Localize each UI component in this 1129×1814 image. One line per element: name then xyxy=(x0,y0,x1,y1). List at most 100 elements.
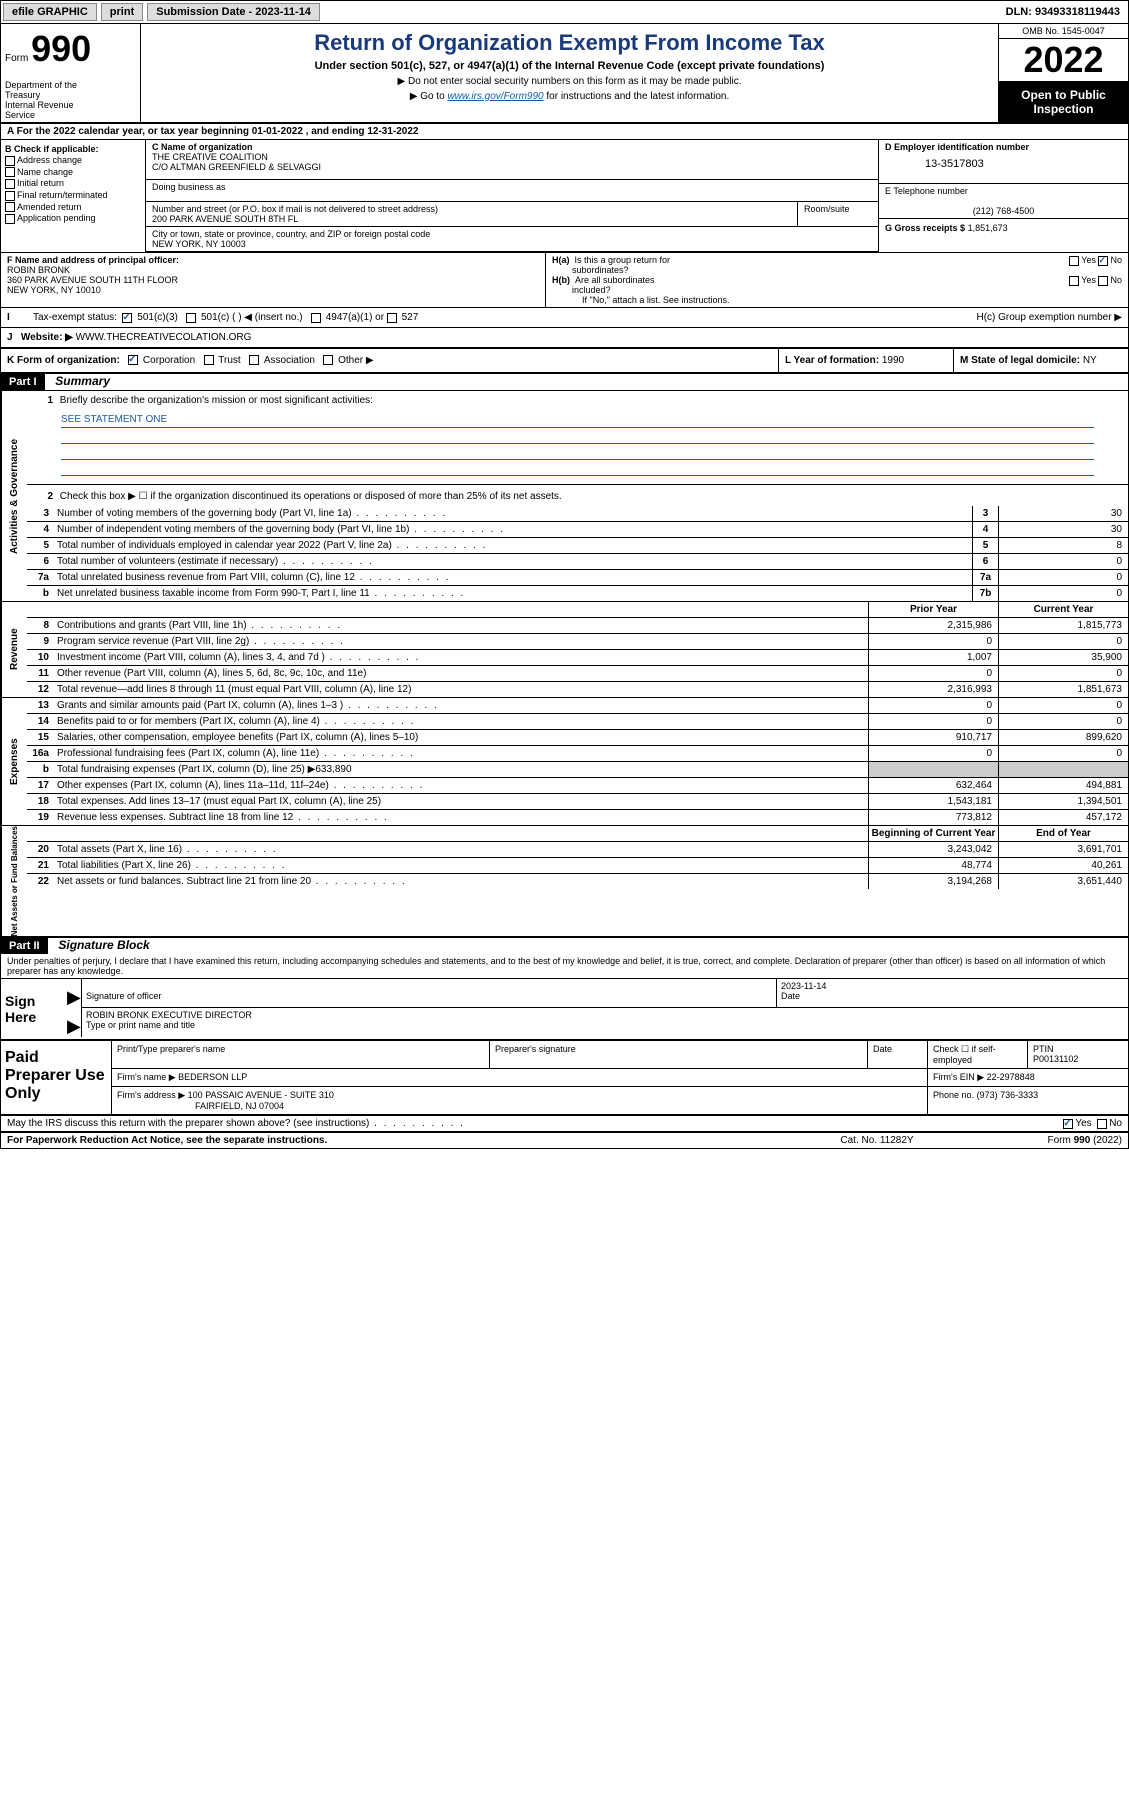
print-button[interactable]: print xyxy=(101,3,143,21)
officer-addr2: NEW YORK, NY 10010 xyxy=(7,285,101,295)
chk-final-return[interactable] xyxy=(5,191,15,201)
chk-initial-return[interactable] xyxy=(5,179,15,189)
footer-catno: Cat. No. 11282Y xyxy=(802,1135,952,1146)
chk-trust[interactable] xyxy=(204,355,214,365)
part1-title: Summary xyxy=(47,374,110,388)
sec-l-label: L Year of formation: xyxy=(785,355,879,366)
form-note2: ▶ Go to www.irs.gov/Form990 for instruct… xyxy=(151,91,988,102)
footer-form: Form 990 (2022) xyxy=(952,1135,1122,1146)
l7a-val: 0 xyxy=(998,570,1128,585)
revenue-section: Revenue Prior YearCurrent Year 8Contribu… xyxy=(1,602,1128,698)
chk-amended[interactable] xyxy=(5,202,15,212)
dba-label: Doing business as xyxy=(152,182,226,192)
l2-text: Check this box ▶ ☐ if the organization d… xyxy=(60,491,562,502)
firm-phone: (973) 736-3333 xyxy=(977,1090,1039,1100)
side-rev: Revenue xyxy=(1,602,27,697)
l4-val: 30 xyxy=(998,522,1128,537)
officer-name: ROBIN BRONK xyxy=(7,265,70,275)
self-emp-check[interactable]: Check ☐ if self-employed xyxy=(928,1041,1028,1068)
ein-val: 13-3517803 xyxy=(885,152,1122,170)
addr-label: Number and street (or P.O. box if mail i… xyxy=(152,204,438,214)
officer-sig-name: ROBIN BRONK EXECUTIVE DIRECTOR xyxy=(86,1010,252,1020)
activities-governance-section: Activities & Governance 1 Briefly descri… xyxy=(1,391,1128,602)
mission-val: SEE STATEMENT ONE xyxy=(61,414,1094,428)
part2-label: Part II xyxy=(1,938,48,954)
hdr-curr: Current Year xyxy=(998,602,1128,617)
arrow-icon: ▶ xyxy=(67,1008,81,1037)
side-na: Net Assets or Fund Balances xyxy=(1,826,27,936)
sec-d-label: D Employer identification number xyxy=(885,142,1029,152)
officer-addr1: 360 PARK AVENUE SOUTH 11TH FLOOR xyxy=(7,275,178,285)
sec-m-label: M State of legal domicile: xyxy=(960,355,1080,366)
h-b-yes[interactable] xyxy=(1069,276,1079,286)
arrow-icon: ▶ xyxy=(67,979,81,1008)
side-exp: Expenses xyxy=(1,698,27,825)
chk-app-pending[interactable] xyxy=(5,214,15,224)
domicile-val: NY xyxy=(1083,355,1097,366)
chk-assoc[interactable] xyxy=(249,355,259,365)
chk-527[interactable] xyxy=(387,313,397,323)
info-grid: B Check if applicable: Address change Na… xyxy=(1,140,1128,253)
sec-f-label: F Name and address of principal officer: xyxy=(7,255,179,265)
sign-here-block: Sign Here ▶ Signature of officer 2023-11… xyxy=(1,979,1128,1041)
firm-city: FAIRFIELD, NJ 07004 xyxy=(117,1101,284,1111)
h-a-yes[interactable] xyxy=(1069,256,1079,266)
ptin-val: P00131102 xyxy=(1033,1054,1078,1064)
sign-here-label: Sign Here xyxy=(1,979,67,1039)
top-bar: efile GRAPHIC print Submission Date - 20… xyxy=(1,1,1128,24)
l7b-val: 0 xyxy=(998,586,1128,601)
l5-val: 8 xyxy=(998,538,1128,553)
form-subtitle: Under section 501(c), 527, or 4947(a)(1)… xyxy=(151,60,988,72)
h-c-label: H(c) Group exemption number ▶ xyxy=(976,312,1122,323)
l4-text: Number of independent voting members of … xyxy=(53,522,972,537)
sec-b-label: B Check if applicable: xyxy=(5,144,141,154)
dln-label: DLN: 93493318119443 xyxy=(1006,6,1126,18)
addr-val: 200 PARK AVENUE SOUTH 8TH FL xyxy=(152,214,298,224)
footer-notice: For Paperwork Reduction Act Notice, see … xyxy=(7,1135,802,1146)
form-number: 990 xyxy=(31,28,91,69)
chk-4947[interactable] xyxy=(311,313,321,323)
open-public: Open to Public Inspection xyxy=(999,82,1128,122)
city-val: NEW YORK, NY 10003 xyxy=(152,239,246,249)
part2-title: Signature Block xyxy=(50,938,149,952)
l7b-text: Net unrelated business taxable income fr… xyxy=(53,586,972,601)
chk-other[interactable] xyxy=(323,355,333,365)
form-header: Form 990 Department of theTreasuryIntern… xyxy=(1,24,1128,124)
l1-text: Briefly describe the organization's miss… xyxy=(60,395,373,406)
paid-prep-label: Paid Preparer Use Only xyxy=(1,1041,111,1114)
l3-val: 30 xyxy=(998,506,1128,521)
form-prefix: Form xyxy=(5,53,28,64)
sig-declaration: Under penalties of perjury, I declare th… xyxy=(1,954,1128,979)
chk-501c3[interactable] xyxy=(122,313,132,323)
h-b-note: If "No," attach a list. See instructions… xyxy=(552,295,1122,305)
irs-link[interactable]: www.irs.gov/Form990 xyxy=(447,91,543,102)
sec-i-label: Tax-exempt status: xyxy=(33,312,117,323)
chk-501c[interactable] xyxy=(186,313,196,323)
firm-ein: 22-2978848 xyxy=(987,1072,1035,1082)
l5-text: Total number of individuals employed in … xyxy=(53,538,972,553)
sec-j-label: Website: ▶ xyxy=(21,332,73,343)
h-b-no[interactable] xyxy=(1098,276,1108,286)
omb-number: OMB No. 1545-0047 xyxy=(999,24,1128,39)
tax-year: 2022 xyxy=(999,39,1128,82)
sec-k-label: K Form of organization: xyxy=(7,355,120,366)
firm-name: BEDERSON LLP xyxy=(178,1072,247,1082)
sec-e-label: E Telephone number xyxy=(885,186,968,196)
net-assets-section: Net Assets or Fund Balances Beginning of… xyxy=(1,826,1128,938)
row-f-h: F Name and address of principal officer:… xyxy=(1,253,1128,308)
tel-val: (212) 768-4500 xyxy=(885,206,1122,216)
h-b-label: H(b) Are all subordinates included? xyxy=(552,275,655,295)
chk-name-change[interactable] xyxy=(5,167,15,177)
side-ag: Activities & Governance xyxy=(1,391,27,601)
website-val: WWW.THECREATIVECOLATION.ORG xyxy=(76,332,252,343)
discuss-yes[interactable] xyxy=(1063,1119,1073,1129)
l7a-text: Total unrelated business revenue from Pa… xyxy=(53,570,972,585)
discuss-no[interactable] xyxy=(1097,1119,1107,1129)
chk-corp[interactable] xyxy=(128,355,138,365)
sec-g-label: G Gross receipts $ xyxy=(885,223,965,233)
expenses-section: Expenses 13Grants and similar amounts pa… xyxy=(1,698,1128,826)
efile-label: efile GRAPHIC xyxy=(3,3,97,21)
paid-preparer-block: Paid Preparer Use Only Print/Type prepar… xyxy=(1,1041,1128,1116)
chk-address-change[interactable] xyxy=(5,156,15,166)
h-a-no[interactable] xyxy=(1098,256,1108,266)
